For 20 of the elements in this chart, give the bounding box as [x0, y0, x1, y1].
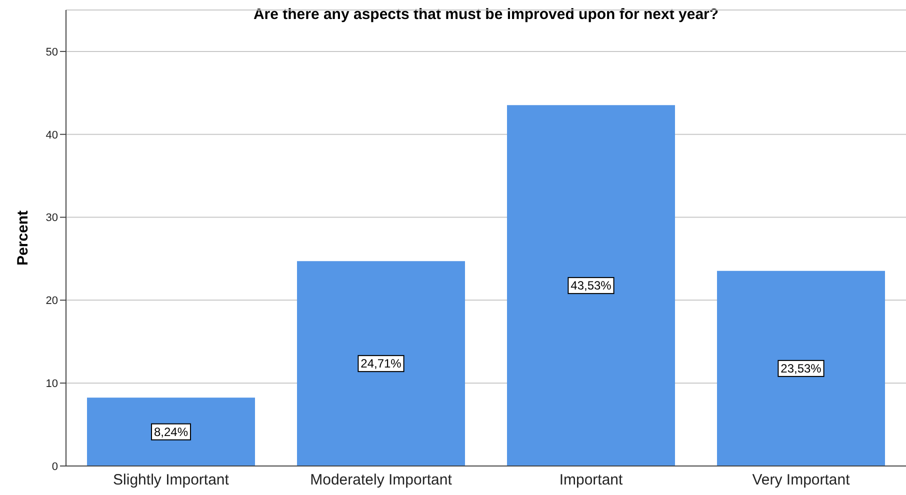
x-tick-label: Very Important [752, 472, 851, 489]
y-axis-title: Percent [14, 210, 32, 266]
bar [297, 261, 465, 466]
data-label: 43,53% [570, 278, 612, 293]
x-tick-label: Slightly Important [113, 472, 230, 489]
data-label: 23,53% [780, 361, 822, 376]
x-tick-label: Important [559, 472, 624, 489]
bar [87, 398, 255, 466]
y-tick-label: 0 [52, 460, 58, 473]
chart-title: Are there any aspects that must be improved upon for next year? [252, 6, 720, 23]
y-tick-label: 20 [46, 295, 58, 308]
data-label: 24,71% [360, 356, 402, 371]
x-tick-label: Moderately Important [310, 472, 453, 489]
y-tick-label: 50 [46, 46, 58, 58]
y-tick-label: 10 [46, 378, 58, 390]
y-tick-label: 40 [46, 129, 58, 142]
bar [717, 270, 885, 466]
y-tick-label: 30 [46, 212, 58, 224]
bar [507, 105, 675, 466]
data-label: 8,24% [154, 424, 188, 439]
